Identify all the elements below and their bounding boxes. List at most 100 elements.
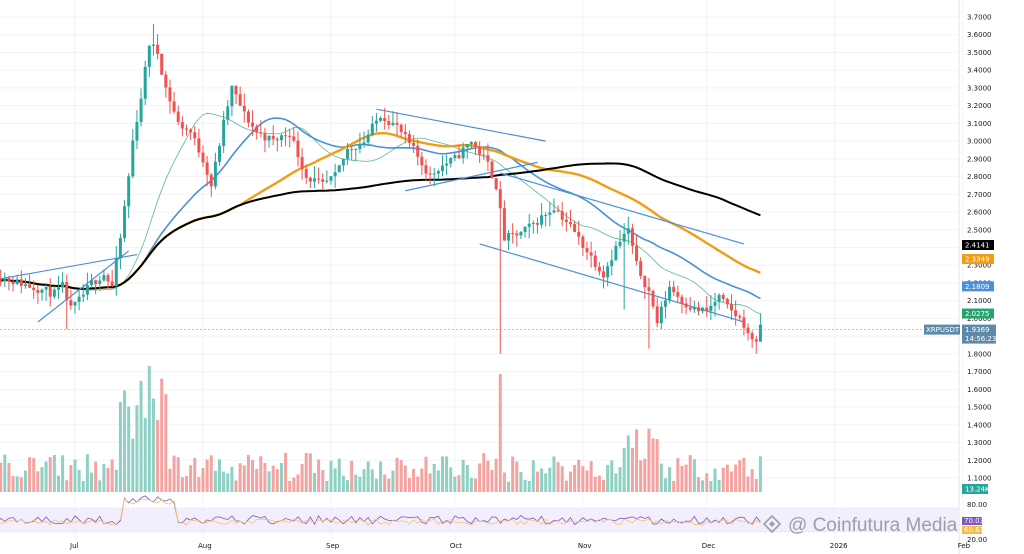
volume-bar xyxy=(602,479,606,492)
volume-bar xyxy=(680,466,684,492)
price-tick-label: 3.4000 xyxy=(967,67,992,75)
candle-body xyxy=(0,280,3,282)
indicator-tag xyxy=(962,281,994,292)
symbol-tag xyxy=(924,324,960,335)
candle-body xyxy=(754,339,758,342)
candle-body xyxy=(151,44,155,46)
candle-body xyxy=(3,278,7,282)
volume-bar xyxy=(453,476,457,492)
price-tick-label: 1.7000 xyxy=(967,368,992,376)
candle-body xyxy=(362,142,366,145)
candle-body xyxy=(655,306,659,324)
watermark-text: @ Coinfutura Media xyxy=(788,515,958,536)
volume-bar xyxy=(440,456,444,492)
volume-bar xyxy=(337,458,341,492)
volume-bar xyxy=(164,394,168,492)
volume-bar xyxy=(465,465,469,492)
candle-body xyxy=(255,126,259,133)
volume-bar xyxy=(647,428,651,492)
candle-body xyxy=(193,132,197,139)
candle-body xyxy=(48,286,52,297)
volume-bar xyxy=(445,456,449,492)
candle-body xyxy=(635,245,639,262)
candle-body xyxy=(197,138,201,153)
candle-body xyxy=(469,142,473,145)
candle-body xyxy=(226,106,230,120)
volume-bar xyxy=(696,477,700,492)
candle-body xyxy=(643,276,647,288)
indicator-tag-text: 2.0275 xyxy=(965,310,990,318)
candle-body xyxy=(259,132,263,134)
candle-body xyxy=(432,173,436,175)
volume-tag xyxy=(962,484,988,494)
month-label: Oct xyxy=(450,542,462,550)
volume-bar xyxy=(151,398,155,492)
volume-bar xyxy=(387,478,391,492)
candle-body xyxy=(333,172,337,177)
candle-body xyxy=(180,122,184,129)
volume-bar xyxy=(284,452,288,492)
volume-bar xyxy=(593,476,597,492)
volume-bar xyxy=(94,461,98,492)
volume-bar xyxy=(358,476,362,492)
candle-body xyxy=(288,135,292,137)
volume-bar xyxy=(102,464,106,492)
volume-bar xyxy=(395,457,399,492)
indicator-tag xyxy=(962,254,994,265)
candle-body xyxy=(725,298,729,305)
candle-body xyxy=(312,178,316,182)
candle-body xyxy=(156,44,160,54)
candle-body xyxy=(102,275,106,281)
ma-fast-line xyxy=(0,112,761,315)
volume-bar xyxy=(478,463,482,492)
oscillator-signal-tag xyxy=(962,526,982,534)
volume-bar xyxy=(701,480,705,492)
volume-bar xyxy=(713,468,717,492)
candle-body xyxy=(651,291,655,307)
volume-bar xyxy=(684,464,688,492)
volume-bar xyxy=(98,480,102,492)
candle-body xyxy=(317,178,321,180)
candle-body xyxy=(436,171,440,174)
candle-body xyxy=(106,275,110,282)
volume-bar xyxy=(738,460,742,492)
candle-body xyxy=(19,279,23,286)
candle-body xyxy=(205,162,209,175)
volume-bar xyxy=(147,366,151,492)
price-tick-label: 3.3000 xyxy=(967,84,992,92)
volume-bar xyxy=(238,463,242,492)
volume-bar xyxy=(552,456,556,492)
countdown-value: 14:56:23 xyxy=(965,335,996,343)
candle-body xyxy=(407,134,411,143)
candle-body xyxy=(593,255,597,267)
candle-body xyxy=(639,261,643,277)
oscillator-signal-tag-text: 60.61 xyxy=(964,526,984,534)
candle-body xyxy=(90,280,94,286)
volume-bar xyxy=(234,480,238,492)
candle-body xyxy=(548,212,552,215)
volume-bar xyxy=(486,460,490,492)
volume-bar xyxy=(123,390,127,492)
volume-bar xyxy=(564,480,568,492)
candle-body xyxy=(383,118,387,122)
volume-bar xyxy=(527,480,531,492)
volume-bar xyxy=(399,460,403,492)
candle-body xyxy=(209,174,213,187)
candle-body xyxy=(127,176,131,207)
volume-bar xyxy=(11,476,15,492)
volume-bar xyxy=(118,402,122,492)
candle-body xyxy=(445,163,449,166)
candle-body xyxy=(412,142,416,146)
volume-bar xyxy=(577,459,581,492)
volume-bar xyxy=(259,456,263,492)
candle-body xyxy=(606,266,610,278)
candle-body xyxy=(502,208,506,241)
month-label: Feb xyxy=(958,542,971,550)
volume-bar xyxy=(69,465,73,492)
volume-bar xyxy=(424,456,428,492)
candle-body xyxy=(164,74,168,88)
volume-bar xyxy=(721,467,725,492)
candle-body xyxy=(585,247,589,253)
